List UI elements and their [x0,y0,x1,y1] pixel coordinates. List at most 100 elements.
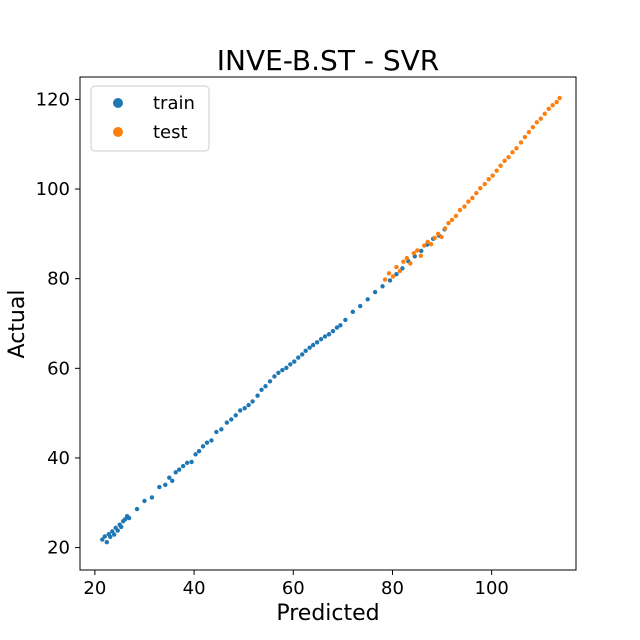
test-point [411,250,417,256]
train-legend-marker [113,98,123,108]
x-axis-title: Predicted [276,601,379,626]
test-point [401,259,406,264]
test-point [494,168,499,173]
legend: train test [90,85,210,152]
train-point [419,248,424,254]
y-axis: 20 40 60 80 100 120 [36,89,80,559]
train-point [209,438,214,443]
test-point [457,207,463,213]
test-point [546,106,551,112]
train-point [250,399,255,404]
train-point [142,498,147,504]
train-point [134,506,140,512]
y-tick-label: 100 [36,179,70,200]
test-legend-label: test [153,122,188,143]
train-point [126,515,132,521]
test-point [408,261,413,266]
y-axis-title: Actual [5,290,30,359]
train-point [322,334,328,339]
train-point [102,534,108,539]
train-legend-label: train [153,93,195,114]
train-point [233,413,238,418]
test-point [432,235,437,241]
x-tick-label: 20 [83,578,106,599]
train-point [300,352,305,357]
test-point [404,255,410,261]
train-point [184,460,190,466]
train-point [380,284,385,289]
train-point [177,467,182,472]
test-point [478,185,483,191]
train-point [118,524,124,530]
test-point [397,268,403,274]
x-tick-label: 100 [475,578,509,599]
test-point [542,111,547,116]
train-point [104,540,109,545]
x-tick-label: 80 [381,578,404,599]
test-point [538,116,543,121]
y-tick-label: 80 [47,269,70,290]
test-point [446,220,451,226]
train-point [330,328,336,334]
train-point [108,534,113,540]
test-point [442,226,448,231]
train-point [303,348,308,354]
x-tick-label: 40 [183,578,206,599]
train-point [163,482,168,488]
train-point [314,340,320,345]
test-point [554,99,559,105]
test-point [470,195,475,201]
train-point [242,406,247,411]
train-point [167,475,172,480]
train-point [267,379,273,384]
train-point [358,303,363,309]
test-point [486,176,491,182]
test-point [439,234,444,240]
test-point [394,264,399,270]
test-point [526,129,532,135]
train-point [394,272,399,277]
test-legend-marker [113,127,123,137]
test-point [498,163,503,168]
train-point [272,374,277,379]
test-point [418,253,423,259]
train-point [193,452,198,457]
test-point [415,248,420,253]
test-point [382,277,388,282]
points-layer [100,95,562,545]
train-point [296,355,301,360]
train-point [180,463,186,469]
test-point [449,217,455,223]
train-point [122,517,128,522]
train-point [326,332,332,337]
test-point [514,146,519,151]
test-point [453,213,459,219]
test-point [435,231,441,237]
train-point [196,449,202,454]
train-point [200,444,206,449]
train-point [100,537,105,542]
train-point [350,309,355,315]
test-point [518,140,524,145]
test-point [557,95,562,101]
test-point [506,155,511,160]
train-point [259,387,264,393]
test-point [534,120,540,125]
train-point [343,317,348,323]
y-tick-label: 60 [47,358,70,379]
train-point [310,342,316,348]
test-point [490,173,495,178]
train-point [288,362,293,367]
test-point [390,274,396,279]
train-point [276,370,281,375]
train-point [255,393,260,398]
train-point [170,478,175,484]
train-point [112,532,117,537]
y-tick-label: 120 [36,89,70,110]
train-point [238,408,243,413]
y-tick-label: 40 [47,448,70,469]
test-point [530,125,536,130]
test-point [422,243,427,248]
train-point [365,297,370,302]
